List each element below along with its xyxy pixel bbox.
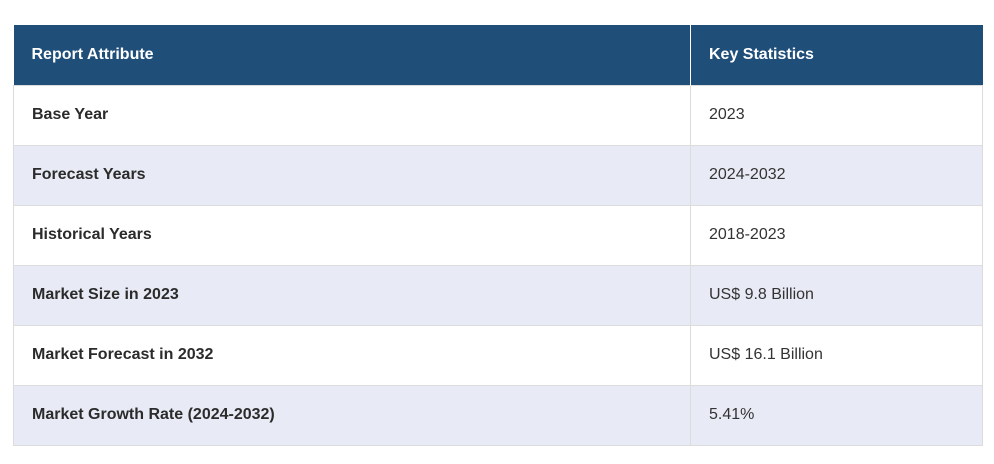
attribute-cell: Market Forecast in 2032	[13, 324, 691, 386]
table-row: Forecast Years 2024-2032	[13, 144, 983, 206]
table-header: Report Attribute Key Statistics	[13, 25, 983, 85]
table-row: Market Size in 2023 US$ 9.8 Billion	[13, 264, 983, 326]
attribute-cell: Historical Years	[13, 204, 691, 266]
attribute-cell: Forecast Years	[13, 144, 691, 206]
table-row: Market Forecast in 2032 US$ 16.1 Billion	[13, 324, 983, 386]
report-table: Report Attribute Key Statistics Base Yea…	[13, 25, 983, 446]
attribute-cell: Market Size in 2023	[13, 264, 691, 326]
statistic-cell: 2024-2032	[690, 144, 983, 206]
statistic-cell: 5.41%	[690, 384, 983, 446]
table-row: Base Year 2023	[13, 84, 983, 146]
table-row: Historical Years 2018-2023	[13, 204, 983, 266]
statistic-cell: US$ 9.8 Billion	[690, 264, 983, 326]
header-row: Report Attribute Key Statistics	[13, 25, 983, 85]
header-report-attribute: Report Attribute	[13, 25, 691, 85]
table-body: Base Year 2023 Forecast Years 2024-2032 …	[13, 84, 983, 446]
statistic-cell: 2018-2023	[690, 204, 983, 266]
statistic-cell: US$ 16.1 Billion	[690, 324, 983, 386]
header-key-statistics: Key Statistics	[690, 25, 983, 85]
attribute-cell: Base Year	[13, 84, 691, 146]
table-row: Market Growth Rate (2024-2032) 5.41%	[13, 384, 983, 446]
statistic-cell: 2023	[690, 84, 983, 146]
attribute-cell: Market Growth Rate (2024-2032)	[13, 384, 691, 446]
